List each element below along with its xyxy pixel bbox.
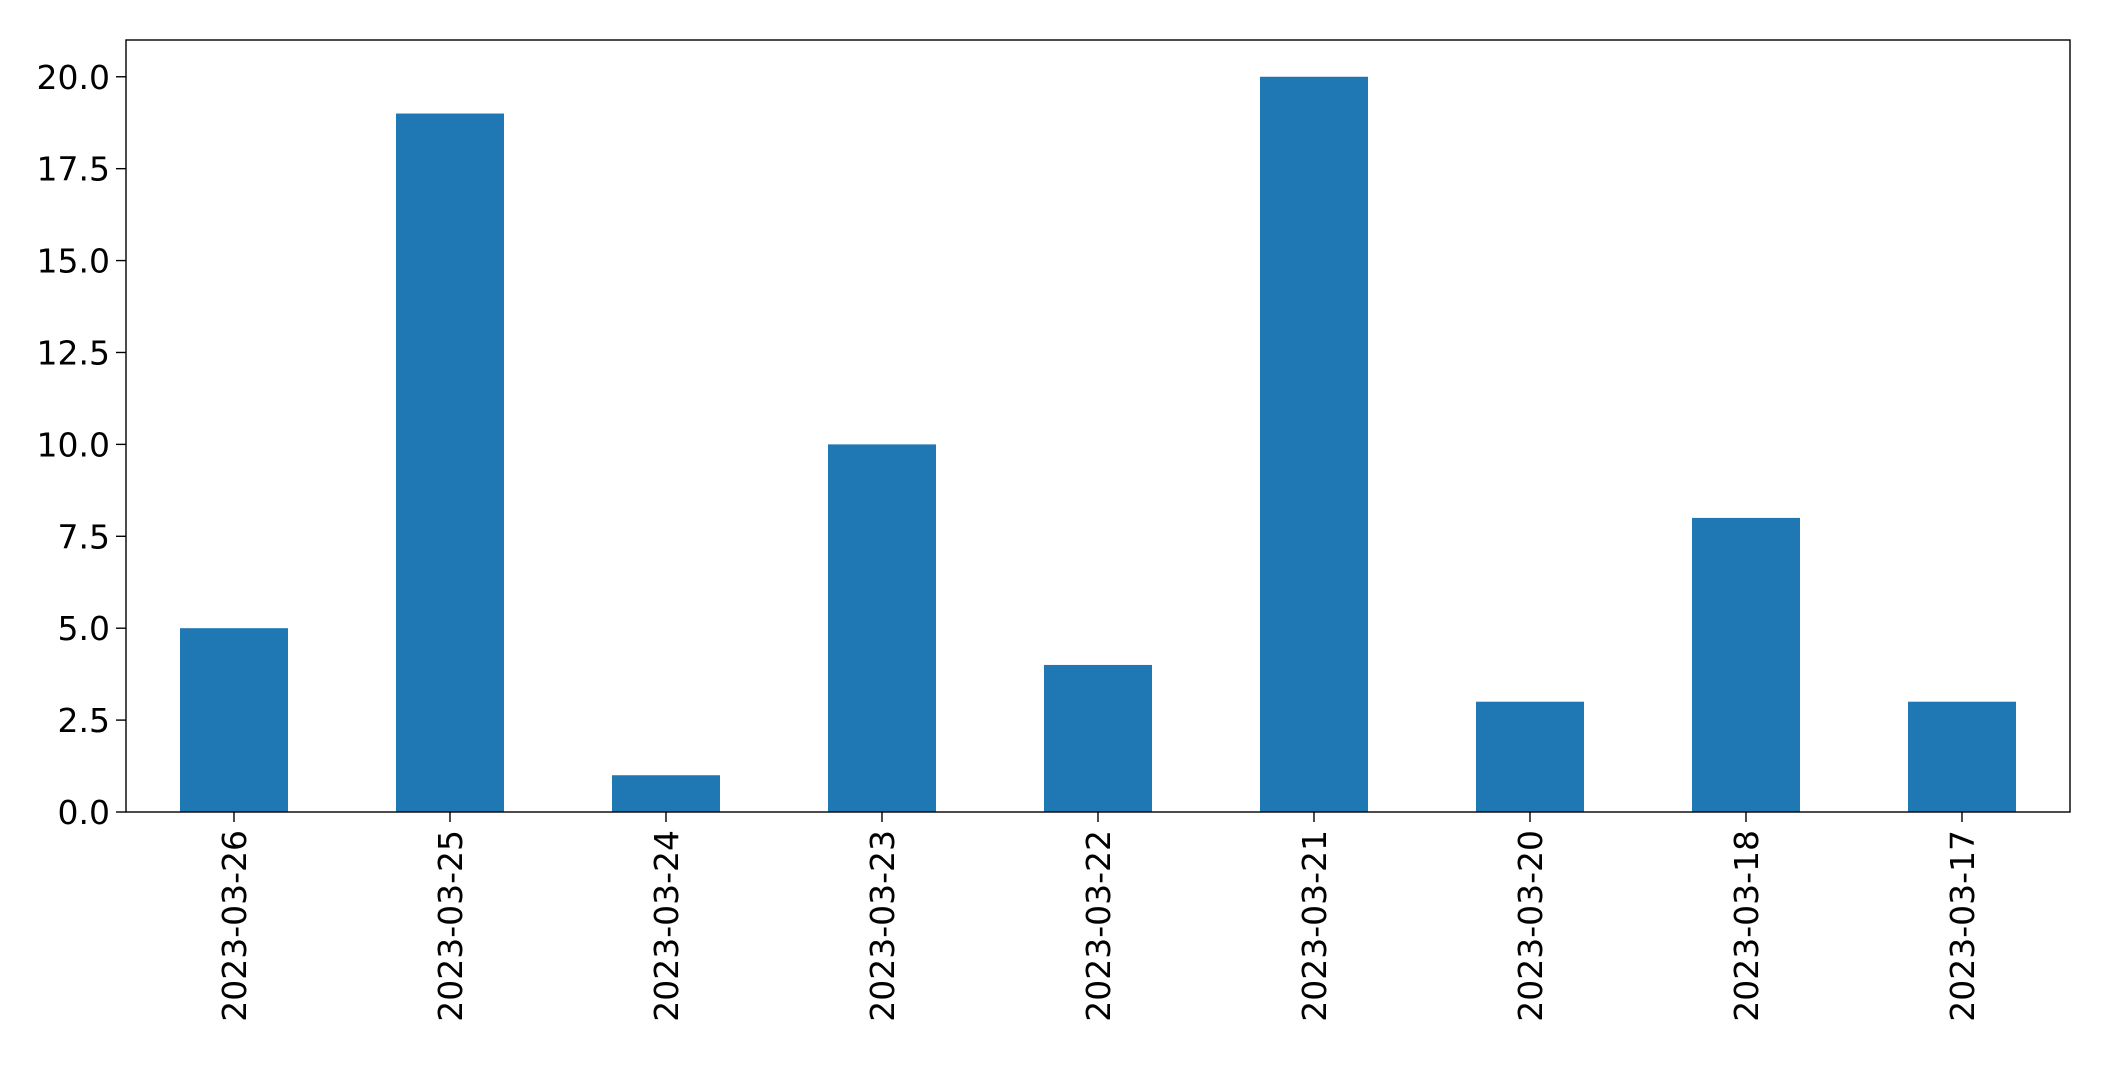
- x-tick-label: 2023-03-25: [431, 830, 470, 1022]
- y-tick-label: 10.0: [37, 425, 110, 464]
- x-tick-label: 2023-03-26: [215, 830, 254, 1022]
- x-axis: 2023-03-26 2023-03-25 2023-03-24 2023-03-23…: [215, 812, 1982, 1022]
- x-tick-label: 2023-03-20: [1511, 830, 1550, 1022]
- y-axis: 0.0 2.5 5.0 7.5 10.0 12.5 15.0 17.5 20.0: [37, 58, 126, 832]
- bar-2023-03-22: [1044, 664, 1152, 812]
- bar-2023-03-24: [612, 775, 720, 812]
- x-tick-label: 2023-03-18: [1727, 830, 1766, 1022]
- bars-layer: [180, 76, 2016, 813]
- y-tick-label: 7.5: [58, 517, 110, 556]
- bar-2023-03-25: [396, 113, 504, 813]
- bar-2023-03-18: [1692, 517, 1800, 812]
- bar-2023-03-21: [1260, 76, 1368, 812]
- y-tick-label: 17.5: [37, 150, 110, 189]
- y-tick-label: 12.5: [37, 333, 110, 372]
- y-tick-label: 20.0: [37, 58, 110, 97]
- x-tick-label: 2023-03-23: [863, 830, 902, 1022]
- x-tick-label: 2023-03-24: [647, 830, 686, 1022]
- y-tick-label: 5.0: [58, 609, 110, 648]
- bar-2023-03-23: [828, 444, 936, 812]
- y-tick-label: 0.0: [58, 793, 110, 832]
- x-tick-label: 2023-03-22: [1079, 830, 1118, 1022]
- bar-2023-03-26: [180, 628, 288, 812]
- bar-2023-03-17: [1908, 701, 2016, 812]
- x-tick-label: 2023-03-21: [1295, 830, 1334, 1022]
- bar-2023-03-20: [1476, 701, 1584, 812]
- x-tick-label: 2023-03-17: [1943, 830, 1982, 1022]
- y-tick-label: 2.5: [58, 701, 110, 740]
- y-tick-label: 15.0: [37, 242, 110, 281]
